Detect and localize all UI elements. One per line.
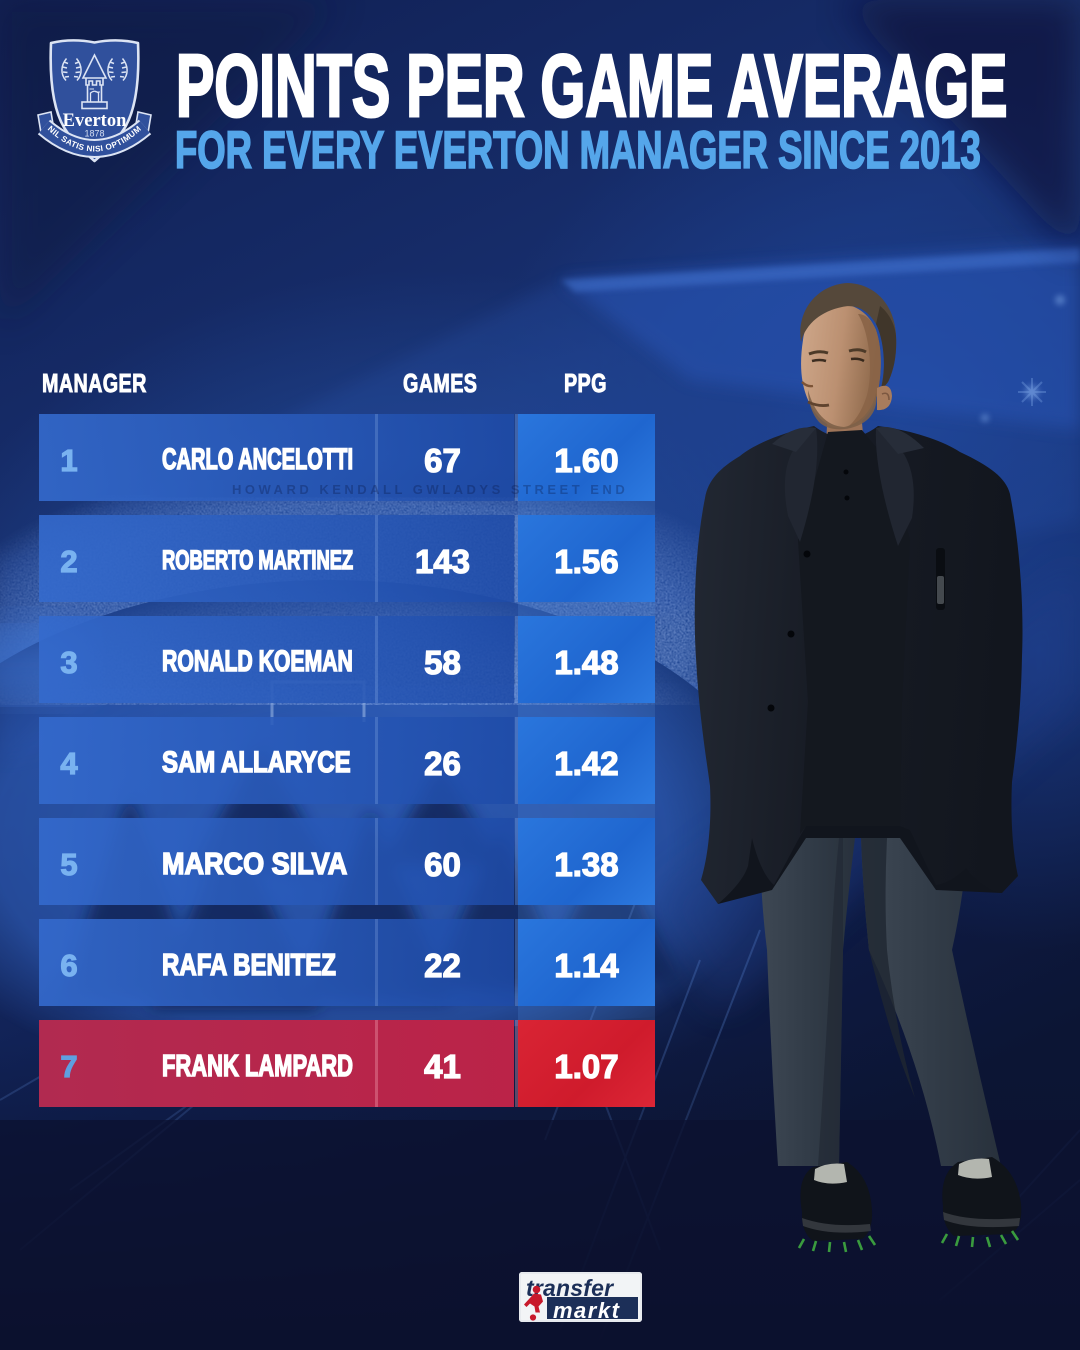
svg-text:Everton: Everton bbox=[63, 111, 127, 131]
svg-text:1878: 1878 bbox=[84, 129, 104, 139]
